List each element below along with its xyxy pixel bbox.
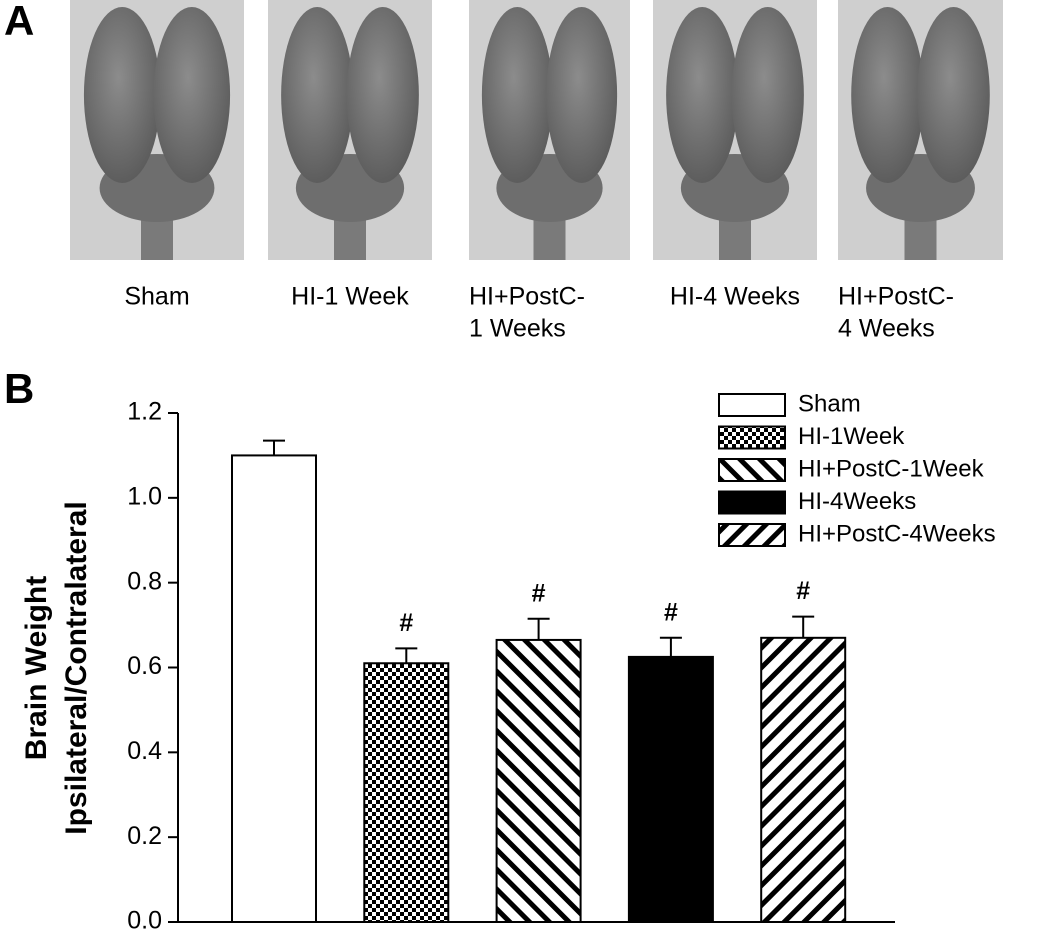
error-bar xyxy=(659,636,682,657)
y-tick-label: 1.0 xyxy=(127,482,162,510)
legend-label: HI+PostC-1Week xyxy=(798,455,985,482)
legend-swatch xyxy=(718,458,786,482)
hemisphere xyxy=(851,7,924,183)
legend-swatch xyxy=(718,425,786,450)
legend-label: HI-4Weeks xyxy=(798,488,916,515)
significance-mark: # xyxy=(796,577,810,605)
bar xyxy=(495,638,582,923)
bar-chart: 0.0 0.2 0.4 0.6 0.8 1.0 1.2 Brain Weight Ipsilat… xyxy=(20,390,996,934)
error-bar xyxy=(527,617,550,640)
legend-swatch xyxy=(718,393,786,417)
legend-swatch xyxy=(718,523,786,547)
photo-caption: HI-1 Week xyxy=(291,283,409,311)
y-axis-label: Ipsilateral/Contralateral xyxy=(60,501,93,834)
legend-swatch xyxy=(718,490,786,515)
y-tick-label: 0.4 xyxy=(127,737,162,765)
significance-mark: # xyxy=(399,609,413,637)
panel-letter: B xyxy=(4,365,34,412)
hemisphere xyxy=(731,7,804,183)
legend-label: Sham xyxy=(798,390,861,417)
error-bar xyxy=(395,647,418,664)
hemisphere xyxy=(666,7,739,183)
bar xyxy=(627,655,714,923)
legend-label: HI-1Week xyxy=(798,423,905,450)
photo-caption: 1 Weeks xyxy=(469,315,566,343)
y-tick-label: 0.2 xyxy=(127,822,162,850)
hemisphere xyxy=(917,7,990,183)
y-tick-label: 1.2 xyxy=(127,398,162,426)
bar xyxy=(231,454,317,923)
hemisphere xyxy=(83,7,161,183)
hemisphere xyxy=(481,7,553,183)
y-tick-label: 0.6 xyxy=(127,652,162,680)
bar xyxy=(760,636,847,924)
bar xyxy=(363,662,450,924)
y-tick-label: 0.0 xyxy=(127,907,162,935)
significance-mark: # xyxy=(664,598,678,626)
hemisphere xyxy=(346,7,419,183)
photo-caption: HI-4 Weeks xyxy=(670,283,800,311)
error-bar xyxy=(263,439,285,456)
y-axis-label: Brain Weight xyxy=(20,576,53,760)
error-bar xyxy=(792,615,815,638)
significance-mark: # xyxy=(532,579,546,607)
legend-label: HI+PostC-4Weeks xyxy=(798,520,996,547)
brain-photos: Sham HI-1 Week HI+PostC- 1 Weeks HI-4 Weeks H… xyxy=(70,0,1003,343)
hemisphere xyxy=(546,7,618,183)
hemisphere xyxy=(153,7,231,183)
photo-caption: HI+PostC- xyxy=(838,283,954,311)
photo-caption: HI+PostC- xyxy=(469,283,585,311)
photo-caption: 4 Weeks xyxy=(838,315,935,343)
panel-letter: A xyxy=(4,0,34,44)
photo-caption: Sham xyxy=(124,283,189,311)
y-tick-label: 0.8 xyxy=(127,567,162,595)
hemisphere xyxy=(281,7,354,183)
